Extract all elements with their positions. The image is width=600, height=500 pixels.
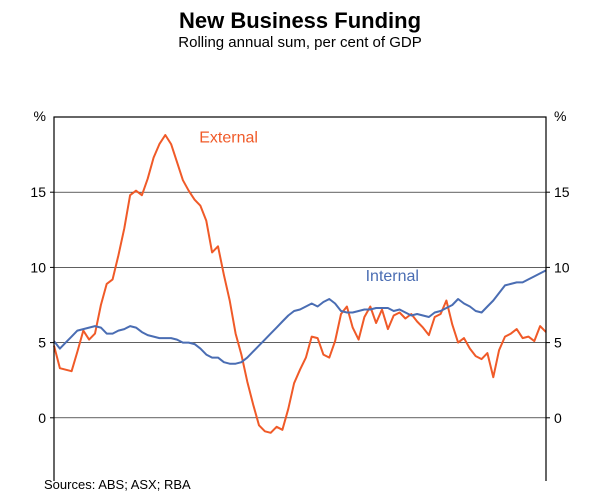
chart-plot: ExternalInternal-5-5005510101515%%198319…	[0, 51, 600, 481]
series-label-internal: Internal	[366, 268, 419, 285]
ytick-right: 0	[554, 410, 562, 426]
series-internal	[54, 270, 546, 363]
ytick-right: 10	[554, 259, 570, 275]
y-unit-left: %	[34, 108, 46, 124]
series-label-external: External	[199, 130, 258, 147]
ytick-left: 15	[30, 184, 46, 200]
series-external	[54, 135, 546, 433]
ytick-right: 15	[554, 184, 570, 200]
ytick-left: 0	[38, 410, 46, 426]
chart-subtitle: Rolling annual sum, per cent of GDP	[0, 34, 600, 51]
chart-title: New Business Funding	[0, 0, 600, 34]
chart-container: New Business Funding Rolling annual sum,…	[0, 0, 600, 500]
plot-border	[54, 117, 546, 481]
ytick-left: 5	[38, 335, 46, 351]
ytick-right: 5	[554, 335, 562, 351]
y-unit-right: %	[554, 108, 566, 124]
ytick-left: 10	[30, 259, 46, 275]
sources-text: Sources: ABS; ASX; RBA	[44, 477, 191, 492]
